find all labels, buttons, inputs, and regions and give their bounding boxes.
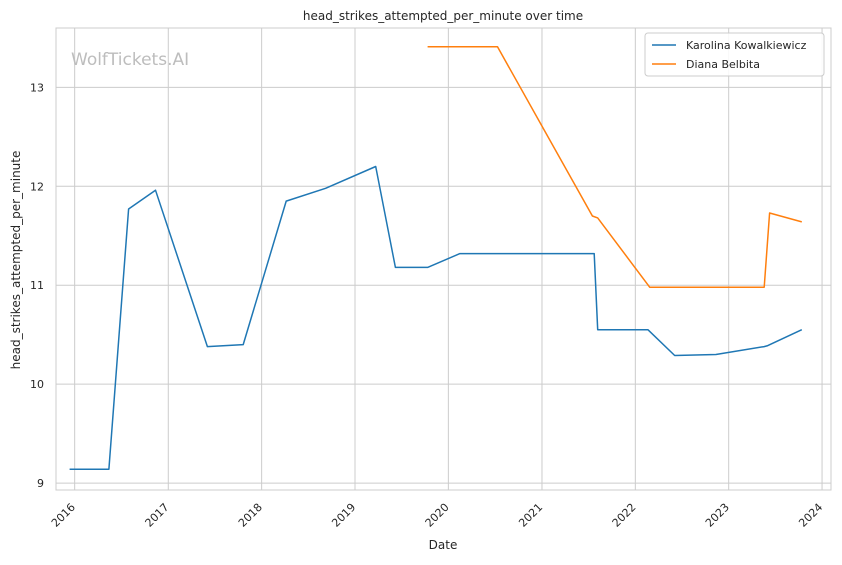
y-tick-label: 11 [30, 279, 44, 292]
watermark: WolfTickets.AI [71, 50, 189, 70]
y-tick-label: 12 [30, 180, 44, 193]
x-tick-label: 2018 [236, 501, 265, 530]
x-axis-ticks: 2016 2017 2018 2019 2020 2021 2022 2023 2024 [49, 501, 825, 530]
x-tick-label: 2020 [423, 501, 452, 530]
x-axis-label: Date [429, 538, 458, 552]
y-axis-label: head_strikes_attempted_per_minute [9, 151, 23, 370]
x-tick-label: 2022 [610, 501, 639, 530]
x-tick-label: 2016 [49, 501, 78, 530]
series-line-1 [69, 165, 803, 470]
legend: Karolina Kowalkiewicz Diana Belbita [644, 32, 825, 77]
y-tick-label: 10 [30, 378, 44, 391]
series-layer [69, 46, 803, 470]
legend-label-2: Diana Belbita [686, 58, 760, 71]
x-tick-label: 2021 [516, 501, 545, 530]
y-tick-label: 9 [37, 477, 44, 490]
legend-label-1: Karolina Kowalkiewicz [686, 39, 807, 52]
series-line-2 [427, 46, 802, 288]
x-tick-label: 2017 [143, 501, 172, 530]
grid [56, 28, 831, 490]
x-tick-label: 2024 [796, 501, 825, 530]
plot-area-frame [55, 27, 832, 491]
y-axis-ticks: 9 10 11 12 13 [30, 81, 44, 490]
chart-title: head_strikes_attempted_per_minute over t… [303, 9, 583, 23]
legend-box [644, 32, 825, 77]
x-tick-label: 2019 [329, 501, 358, 530]
x-tick-label: 2023 [703, 501, 732, 530]
y-tick-label: 13 [30, 81, 44, 94]
